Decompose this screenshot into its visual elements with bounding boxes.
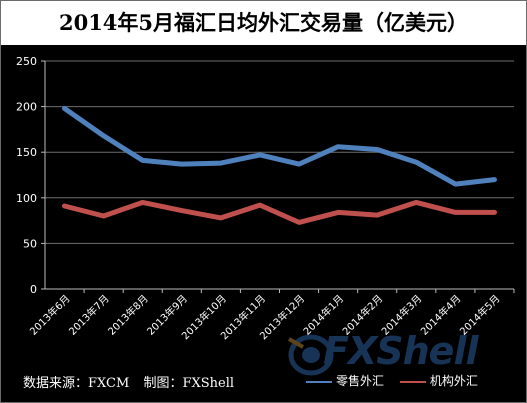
data-point [102,214,106,218]
data-point [63,204,67,208]
x-tick-label: 2013年6月 [27,292,73,338]
data-point [453,182,457,186]
x-tick-label: 2013年8月 [105,292,151,338]
logo-text: FXShell [323,329,478,373]
data-point [102,134,106,138]
data-point [375,213,379,217]
data-point [414,160,418,164]
data-point [297,220,301,224]
series-line-retail [62,105,497,187]
y-tick-label: 150 [16,146,37,159]
data-point [141,158,145,162]
fxshell-watermark-logo: FXShell [283,323,523,383]
data-point [258,153,262,157]
data-point [141,200,145,204]
legend-label-institutional: 机构外汇 [429,374,478,388]
legend-item-institutional: 机构外汇 [399,372,478,389]
legend-item-retail: 零售外汇 [306,372,384,389]
chart-title: 2014年5月福汇日均外汇交易量（亿美元） [1,1,526,45]
y-tick-label: 200 [16,101,37,114]
data-point [63,106,67,110]
data-point [492,178,496,182]
data-point [375,147,379,151]
legend-label-retail: 零售外汇 [336,374,385,388]
data-point [492,210,496,214]
legend-swatch-institutional [399,380,426,383]
y-tick-label: 0 [30,283,37,296]
legend-swatch-retail [306,380,332,383]
y-tick-label: 50 [23,237,37,250]
legend: 零售外汇 机构外汇 [306,372,490,389]
y-axis: 0 50 100 150 200 250 [16,55,46,296]
data-point [336,210,340,214]
data-source-note: 数据来源：FXCM [23,376,130,391]
y-tick-label: 100 [16,192,37,205]
data-point [219,161,223,165]
data-point [336,145,340,149]
data-point [180,162,184,166]
series-line-institutional [62,199,497,225]
data-point [258,203,262,207]
y-tick-label: 250 [16,55,37,68]
chart-footer: 数据来源：FXCM 制图：FXShell [23,372,244,391]
data-point [219,216,223,220]
shell-logo-icon [288,334,334,376]
data-point [180,209,184,213]
chart-maker-note: 制图：FXShell [143,376,235,391]
x-tick-label: 2013年7月 [66,292,112,338]
data-point [453,210,457,214]
series-lines [62,105,497,225]
data-point [414,200,418,204]
data-point [297,162,301,166]
